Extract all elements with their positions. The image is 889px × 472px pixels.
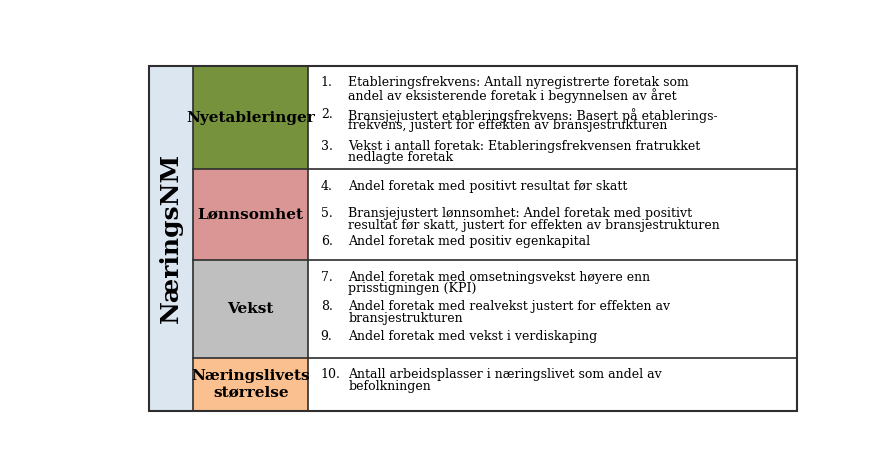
Text: Andel foretak med vekst i verdiskaping: Andel foretak med vekst i verdiskaping (348, 330, 597, 343)
Text: Nyetableringer: Nyetableringer (187, 110, 315, 125)
Text: Andel foretak med positivt resultat før skatt: Andel foretak med positivt resultat før … (348, 180, 628, 193)
Text: 6.: 6. (321, 235, 332, 248)
Text: 5.: 5. (321, 207, 332, 220)
Text: 2.: 2. (321, 108, 332, 121)
Text: Bransjejustert etableringsfrekvens: Basert på etablerings-: Bransjejustert etableringsfrekvens: Base… (348, 108, 718, 123)
Text: frekvens, justert for effekten av bransjestrukturen: frekvens, justert for effekten av bransj… (348, 119, 668, 133)
Text: 8.: 8. (321, 300, 332, 313)
Text: Bransjejustert lønnsomhet: Andel foretak med positivt: Bransjejustert lønnsomhet: Andel foretak… (348, 207, 693, 220)
Text: Antall arbeidsplasser i næringslivet som andel av: Antall arbeidsplasser i næringslivet som… (348, 368, 662, 381)
Text: Vekst i antall foretak: Etableringsfrekvensen fratrukket: Vekst i antall foretak: Etableringsfrekv… (348, 140, 701, 152)
Bar (193, 261, 308, 358)
Text: NæringsNM: NæringsNM (159, 153, 183, 323)
Text: 4.: 4. (321, 180, 332, 193)
Text: Etableringsfrekvens: Antall nyregistrerte foretak som: Etableringsfrekvens: Antall nyregistrert… (348, 76, 689, 89)
Text: andel av eksisterende foretak i begynnelsen av året: andel av eksisterende foretak i begynnel… (348, 88, 677, 102)
Text: resultat før skatt, justert for effekten av bransjestrukturen: resultat før skatt, justert for effekten… (348, 219, 720, 232)
Bar (193, 66, 308, 169)
Text: Andel foretak med positiv egenkapital: Andel foretak med positiv egenkapital (348, 235, 590, 248)
Text: Andel foretak med realvekst justert for effekten av: Andel foretak med realvekst justert for … (348, 300, 670, 313)
Text: 1.: 1. (321, 76, 332, 89)
Text: bransjestrukturen: bransjestrukturen (348, 312, 463, 325)
Text: Andel foretak med omsetningsvekst høyere enn: Andel foretak med omsetningsvekst høyere… (348, 270, 651, 284)
Text: 9.: 9. (321, 330, 332, 343)
Text: 3.: 3. (321, 140, 332, 152)
Bar (193, 358, 308, 411)
Bar (149, 66, 193, 411)
Text: Næringslivets
størrelse: Næringslivets størrelse (191, 369, 310, 399)
Text: Lønnsomhet: Lønnsomhet (197, 208, 304, 222)
Text: Vekst: Vekst (228, 302, 274, 316)
Text: nedlagte foretak: nedlagte foretak (348, 151, 453, 164)
Text: 10.: 10. (321, 368, 340, 381)
Text: befolkningen: befolkningen (348, 379, 431, 393)
Bar (193, 169, 308, 261)
Text: prisstigningen (KPI): prisstigningen (KPI) (348, 282, 477, 295)
Text: 7.: 7. (321, 270, 332, 284)
